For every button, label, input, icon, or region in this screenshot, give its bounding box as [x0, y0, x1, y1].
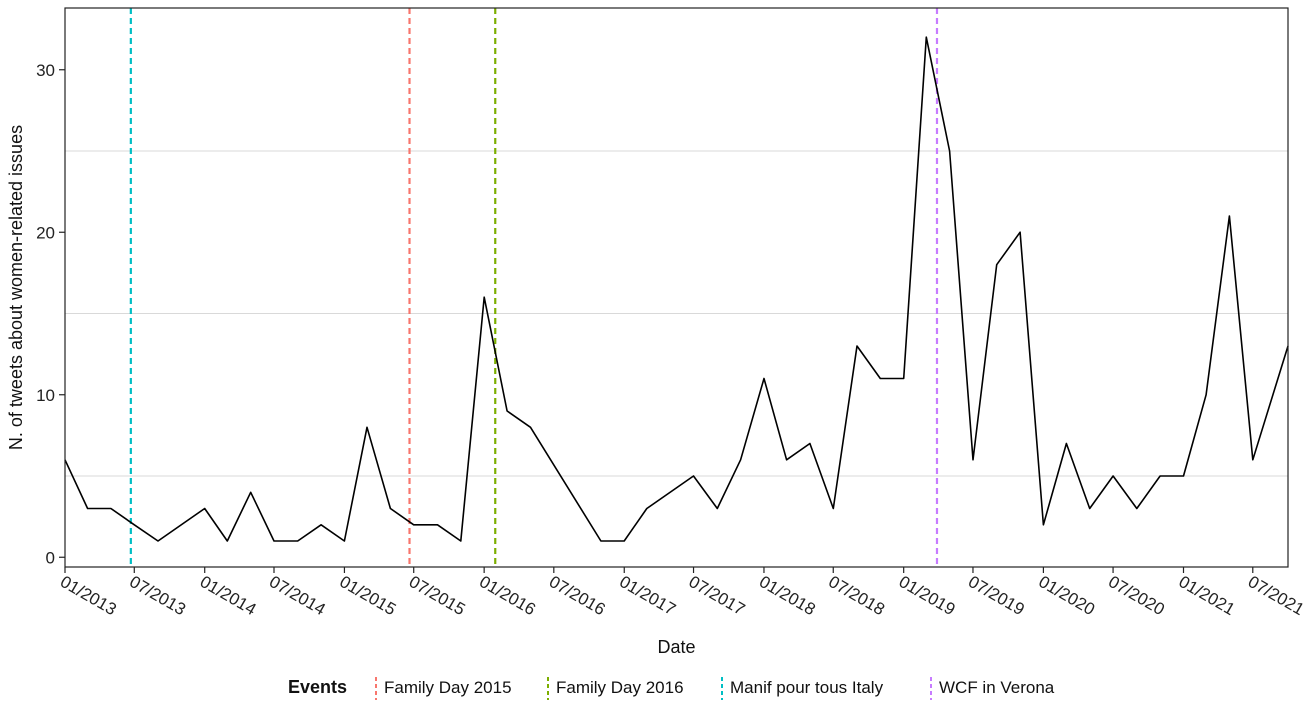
legend-label: Family Day 2016: [556, 678, 684, 697]
x-axis: 01/2013 07/2013 01/2014 07/2014 01/2015 07/20…: [57, 567, 1308, 619]
legend-title: Events: [288, 677, 347, 697]
y-axis: 0 10 20 30: [36, 61, 65, 567]
x-tick-label: 01/2021: [1175, 572, 1238, 619]
x-tick-label: 01/2016: [476, 572, 539, 619]
x-tick-label: 07/2013: [126, 572, 189, 619]
legend-label: WCF in Verona: [939, 678, 1055, 697]
y-tick-label: 10: [36, 386, 55, 405]
grid-lines: [65, 150, 1288, 477]
series-lines: [64, 36, 1289, 542]
x-axis-title: Date: [657, 637, 695, 657]
x-tick-label: 01/2018: [756, 572, 819, 619]
event-lines: [129, 8, 939, 567]
x-tick-label: 01/2019: [896, 572, 959, 619]
y-axis-title: N. of tweets about women-related issues: [6, 125, 26, 450]
x-tick-label: 07/2018: [825, 572, 888, 619]
x-tick-label: 07/2015: [406, 572, 469, 619]
x-tick-label: 01/2014: [197, 572, 260, 619]
x-tick-label: 01/2015: [336, 572, 399, 619]
plot-frame: [64, 7, 1289, 568]
x-tick-label: 01/2017: [616, 572, 679, 619]
legend-label: Manif pour tous Italy: [730, 678, 884, 697]
x-tick-label: 07/2021: [1245, 572, 1308, 619]
y-tick-label: 20: [36, 223, 55, 242]
legend-label: Family Day 2015: [384, 678, 512, 697]
y-tick-label: 30: [36, 61, 55, 80]
x-tick-label: 01/2013: [57, 572, 120, 619]
x-tick-label: 01/2020: [1035, 572, 1098, 619]
x-tick-label: 07/2020: [1105, 572, 1168, 619]
x-tick-label: 07/2017: [686, 572, 749, 619]
x-tick-label: 07/2016: [546, 572, 609, 619]
series-line: [64, 36, 1289, 542]
y-tick-label: 0: [46, 548, 55, 567]
x-tick-label: 07/2014: [266, 572, 329, 619]
legend: Events Family Day 2015 Family Day 2016 Man…: [288, 677, 1055, 700]
x-tick-label: 07/2019: [965, 572, 1028, 619]
